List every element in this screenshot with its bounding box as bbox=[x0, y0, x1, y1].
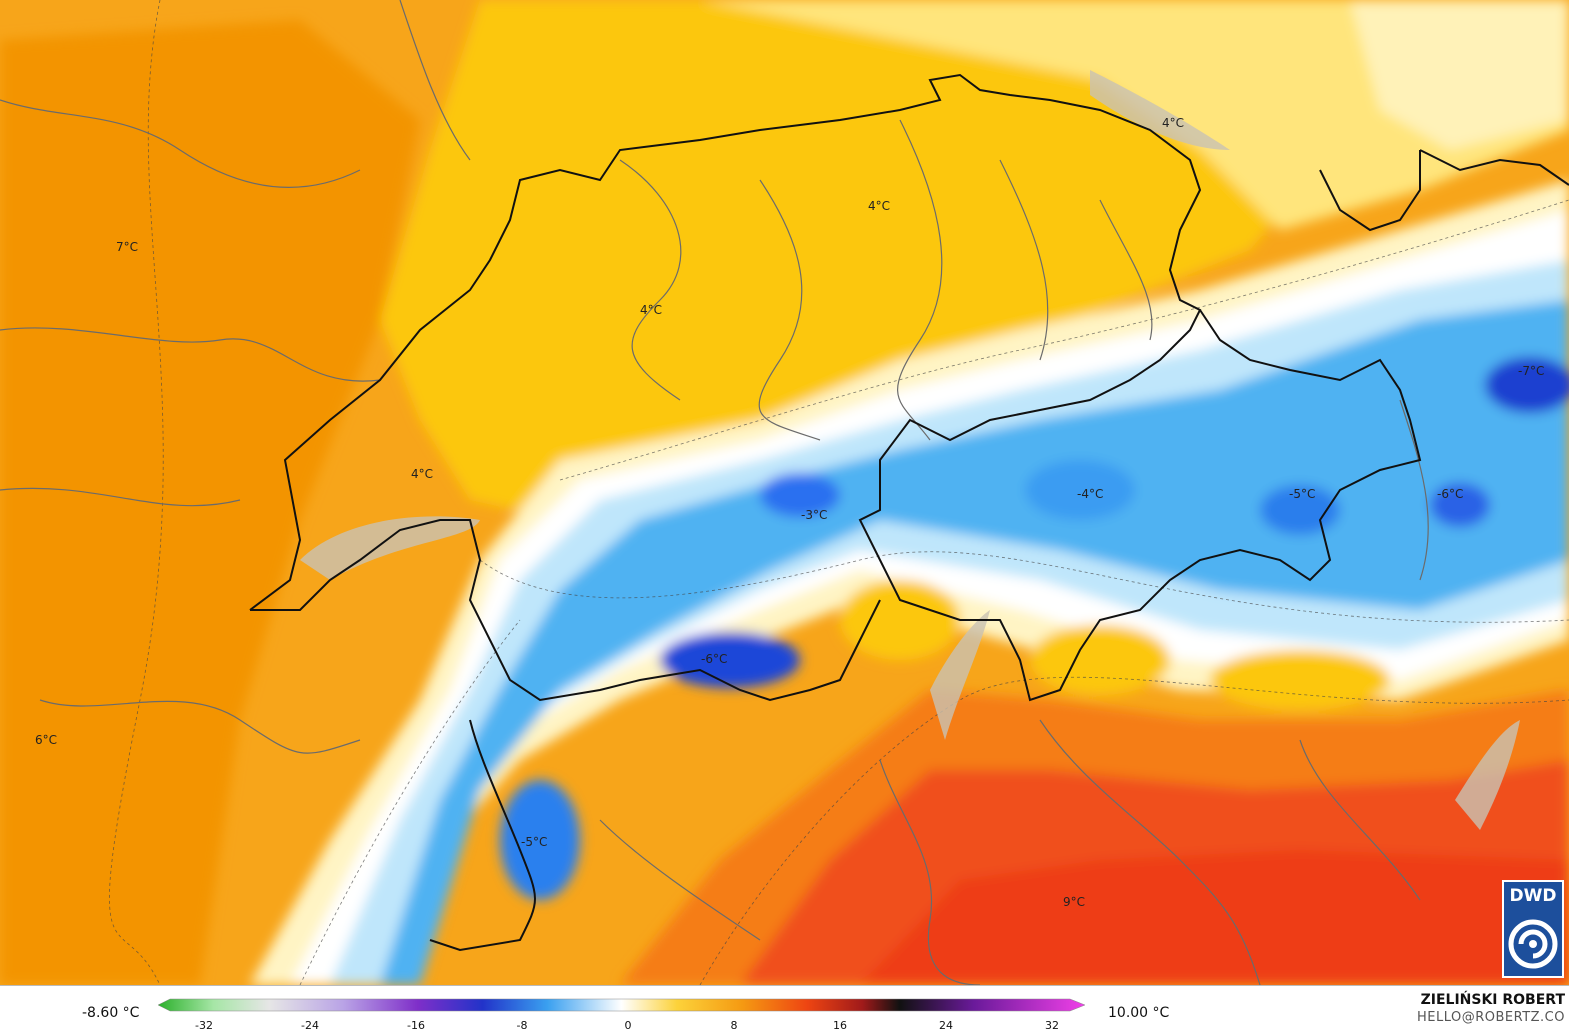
author-name: ZIELIŃSKI ROBERT bbox=[1420, 992, 1565, 1008]
logo-text: DWD bbox=[1509, 886, 1557, 906]
author-credit: ZIELIŃSKI ROBERT HELLO@ROBERTZ.CO bbox=[1417, 992, 1565, 1026]
temperature-field bbox=[0, 0, 1569, 985]
scale-tick: -24 bbox=[301, 1019, 319, 1032]
temp-label: 4°C bbox=[868, 199, 890, 213]
temp-label: 9°C bbox=[1063, 895, 1085, 909]
scale-tick: 0 bbox=[625, 1019, 632, 1032]
temp-label: 4°C bbox=[411, 467, 433, 481]
lakes bbox=[300, 70, 1520, 830]
temp-label: 4°C bbox=[1162, 116, 1184, 130]
temp-label: -5°C bbox=[1289, 487, 1315, 501]
legend-max-label: 10.00 °C bbox=[1108, 1005, 1170, 1021]
scale-tick: -16 bbox=[407, 1019, 425, 1032]
temp-label: -6°C bbox=[1437, 487, 1463, 501]
temp-label: -5°C bbox=[521, 835, 547, 849]
legend-min-label: -8.60 °C bbox=[82, 1005, 140, 1021]
scale-tick: -32 bbox=[195, 1019, 213, 1032]
isotherm-lines bbox=[109, 0, 1569, 985]
temp-label: -3°C bbox=[801, 508, 827, 522]
scale-tick: 32 bbox=[1045, 1019, 1059, 1032]
legend-bar: -8.60 °C -32 -24 bbox=[0, 985, 1569, 1036]
temp-label: 6°C bbox=[35, 733, 57, 747]
dwd-logo: DWD bbox=[1502, 880, 1564, 978]
temp-label: -4°C bbox=[1077, 487, 1103, 501]
scale-tick: 24 bbox=[939, 1019, 953, 1032]
swirl-icon bbox=[1508, 919, 1558, 969]
color-scale: -32 -24 -16 -8 0 8 16 24 32 bbox=[157, 998, 1086, 1032]
regional-borders bbox=[0, 0, 1429, 985]
temp-label: 4°C bbox=[640, 303, 662, 317]
temp-label: -7°C bbox=[1518, 364, 1544, 378]
temperature-map[interactable]: 4°C 4°C 4°C 4°C 7°C 6°C -7°C -4°C -5°C -… bbox=[0, 0, 1569, 985]
temperature-labels: 4°C 4°C 4°C 4°C 7°C 6°C -7°C -4°C -5°C -… bbox=[35, 116, 1544, 909]
scale-tick: 8 bbox=[731, 1019, 738, 1032]
author-email[interactable]: HELLO@ROBERTZ.CO bbox=[1416, 1010, 1565, 1025]
temp-label: 7°C bbox=[116, 240, 138, 254]
temp-label: -6°C bbox=[701, 652, 727, 666]
scale-tick: -8 bbox=[517, 1019, 528, 1032]
scale-tick: 16 bbox=[833, 1019, 847, 1032]
country-border bbox=[249, 73, 1569, 952]
